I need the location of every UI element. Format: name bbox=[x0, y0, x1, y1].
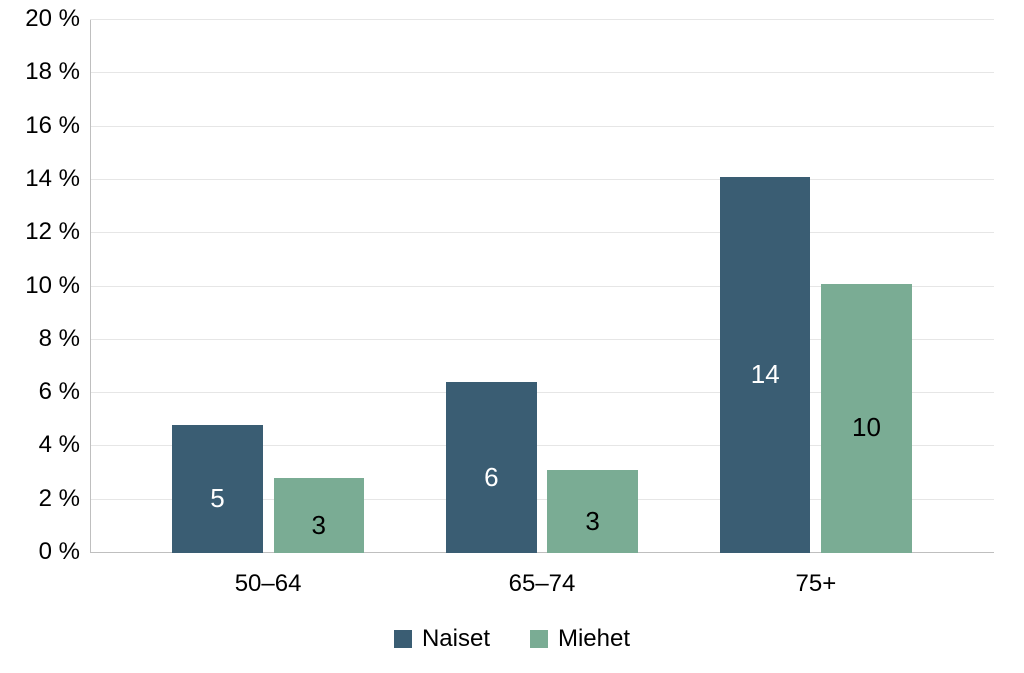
bar-naiset-2: 14 bbox=[720, 177, 810, 553]
y-tick-label: 16 % bbox=[10, 112, 80, 140]
y-tick-label: 20 % bbox=[10, 5, 80, 33]
bar-value-label: 6 bbox=[484, 462, 498, 493]
legend-label: Miehet bbox=[558, 625, 630, 653]
legend-item-miehet: Miehet bbox=[530, 625, 630, 653]
bar-miehet-2: 10 bbox=[821, 284, 911, 553]
y-tick-label: 6 % bbox=[10, 378, 80, 406]
y-tick-label: 8 % bbox=[10, 325, 80, 353]
bar-naiset-0: 5 bbox=[172, 425, 262, 553]
y-tick-label: 0 % bbox=[10, 538, 80, 566]
y-tick-label: 12 % bbox=[10, 218, 80, 246]
legend-item-naiset: Naiset bbox=[394, 625, 490, 653]
legend-label: Naiset bbox=[422, 625, 490, 653]
bar-miehet-0: 3 bbox=[274, 478, 364, 553]
y-tick-label: 4 % bbox=[10, 431, 80, 459]
bar-value-label: 3 bbox=[311, 509, 325, 540]
bar-miehet-1: 3 bbox=[547, 470, 637, 553]
y-tick-label: 2 % bbox=[10, 485, 80, 513]
legend-swatch-icon bbox=[394, 630, 412, 648]
y-tick-label: 14 % bbox=[10, 165, 80, 193]
y-tick-label: 18 % bbox=[10, 58, 80, 86]
bar-value-label: 5 bbox=[210, 483, 224, 514]
plot-area: 20 % 18 % 16 % 14 % 12 % 10 % 8 % 6 % 4 … bbox=[90, 20, 994, 553]
bar-naiset-1: 6 bbox=[446, 382, 536, 553]
legend: Naiset Miehet bbox=[0, 625, 1024, 653]
bars-layer: 5 3 50–64 6 3 65–74 14 10 75+ bbox=[90, 20, 994, 553]
y-tick-label: 10 % bbox=[10, 272, 80, 300]
bar-value-label: 3 bbox=[585, 505, 599, 536]
x-tick-label: 50–64 bbox=[235, 570, 302, 598]
bar-value-label: 14 bbox=[751, 359, 780, 390]
x-tick-label: 75+ bbox=[796, 570, 837, 598]
x-tick-label: 65–74 bbox=[509, 570, 576, 598]
legend-swatch-icon bbox=[530, 630, 548, 648]
bar-value-label: 10 bbox=[852, 412, 881, 443]
chart-container: 20 % 18 % 16 % 14 % 12 % 10 % 8 % 6 % 4 … bbox=[0, 0, 1024, 673]
